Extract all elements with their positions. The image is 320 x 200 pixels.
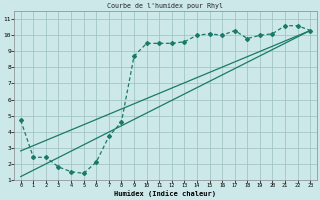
X-axis label: Humidex (Indice chaleur): Humidex (Indice chaleur): [115, 190, 217, 197]
Title: Courbe de l'humidex pour Rhyl: Courbe de l'humidex pour Rhyl: [108, 3, 223, 9]
